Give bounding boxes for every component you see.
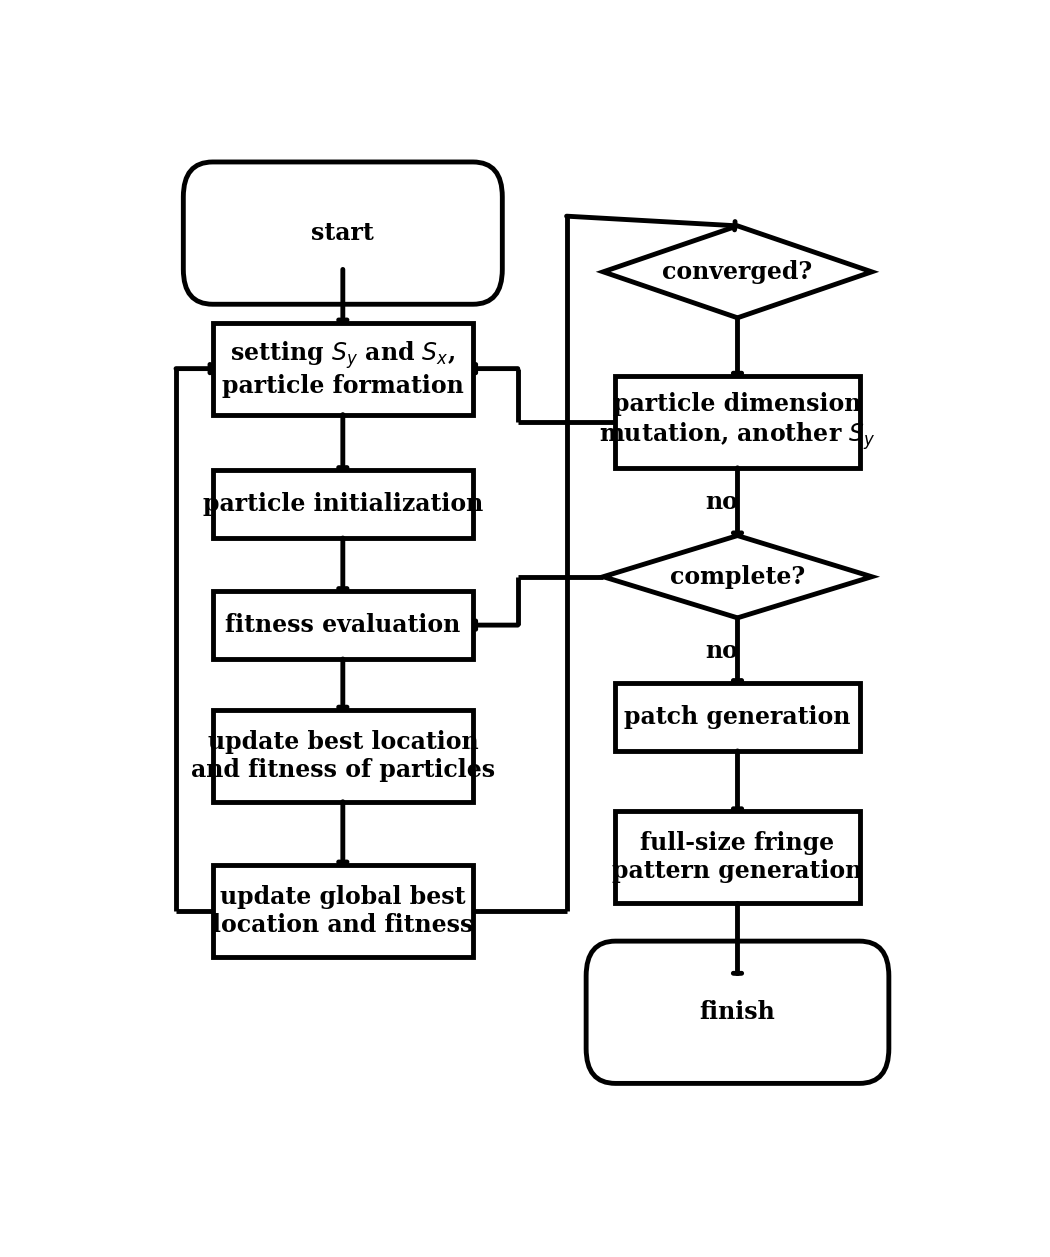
Bar [615,376,860,468]
Polygon shape [603,226,872,318]
Bar [212,323,472,415]
FancyBboxPatch shape [184,162,502,304]
Bar [615,812,860,904]
Bar [212,470,472,538]
Text: update global best
location and fitness: update global best location and fitness [212,885,474,936]
Text: finish: finish [699,1001,775,1024]
Bar [212,591,472,659]
Text: converged?: converged? [663,260,813,284]
Text: fitness evaluation: fitness evaluation [225,613,461,637]
Text: complete?: complete? [670,564,805,588]
FancyBboxPatch shape [586,941,889,1084]
Bar [615,683,860,750]
Bar [212,865,472,957]
Text: particle dimension
mutation, another $S_y$: particle dimension mutation, another $S_… [600,392,876,451]
Text: update best location
and fitness of particles: update best location and fitness of part… [191,730,495,782]
Text: patch generation: patch generation [625,705,851,729]
Bar [212,710,472,802]
Text: full-size fringe
pattern generation: full-size fringe pattern generation [612,831,863,884]
Text: start: start [312,221,374,245]
Polygon shape [603,535,872,618]
Text: no: no [705,639,738,662]
Text: setting $S_y$ and $S_x$,
particle formation: setting $S_y$ and $S_x$, particle format… [222,339,464,398]
Text: particle initialization: particle initialization [203,493,483,517]
Text: no: no [705,490,738,514]
